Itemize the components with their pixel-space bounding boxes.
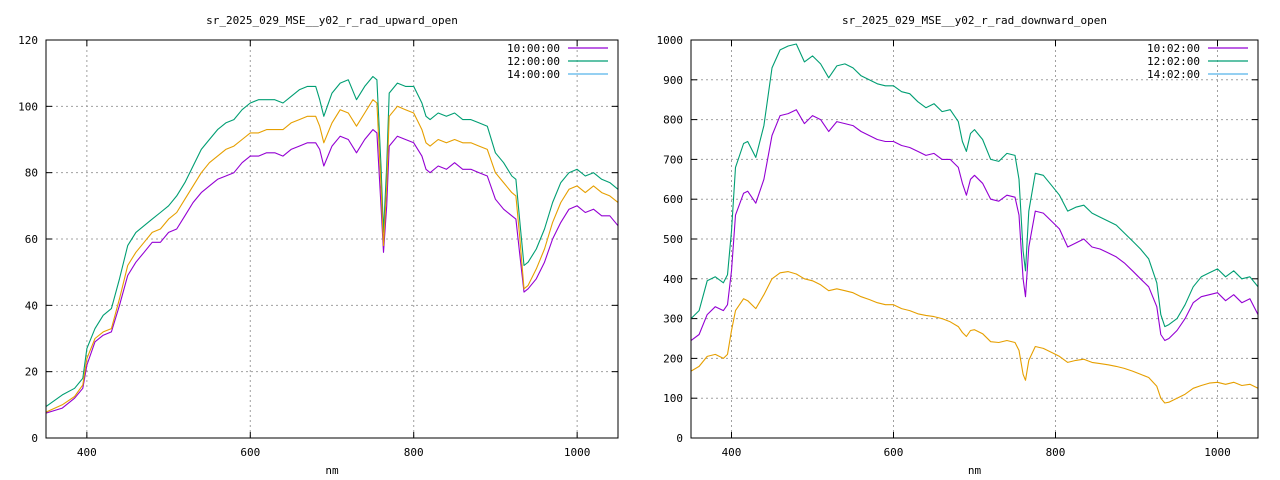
y-tick-label: 500 (663, 233, 683, 246)
y-tick-label: 100 (18, 100, 38, 113)
chart-title: sr_2025_029_MSE__y02_r_rad_upward_open (206, 14, 458, 27)
y-tick-label: 700 (663, 153, 683, 166)
y-tick-label: 60 (25, 233, 38, 246)
plot-frame (690, 39, 1259, 439)
x-tick-label: 400 (722, 446, 742, 459)
series-line-3 (46, 99, 618, 413)
y-tick-label: 600 (663, 193, 683, 206)
legend-label: 10:02:00 (1147, 42, 1200, 55)
x-tick-label: 1000 (564, 446, 591, 459)
y-tick-label: 1000 (657, 34, 684, 47)
plot-frame (45, 39, 619, 439)
series-line-1 (691, 109, 1258, 342)
y-tick-label: 900 (663, 74, 683, 87)
y-tick-label: 100 (663, 392, 683, 405)
downward-radiance-chart: 0 100 200 300 400 500 600 700 800 900 1000 400 600 80… (657, 14, 1259, 477)
x-tick-label: 600 (884, 446, 904, 459)
x-axis-label: nm (968, 464, 982, 477)
y-tick-label: 20 (25, 366, 38, 379)
x-tick-label: 1000 (1204, 446, 1231, 459)
chart-title: sr_2025_029_MSE__y02_r_rad_downward_open (842, 14, 1107, 27)
series-line-2 (691, 43, 1258, 328)
y-tick-label: 800 (663, 114, 683, 127)
x-tick-label: 800 (404, 446, 424, 459)
y-tick-label: 200 (663, 352, 683, 365)
upward-radiance-chart: 0 20 40 60 80 100 120 400 600 800 1000 sr_2025_029_… (18, 14, 619, 477)
series-line-3 (691, 271, 1258, 404)
y-tick-label: 0 (676, 432, 683, 445)
x-tick-label: 800 (1046, 446, 1066, 459)
series-line-1 (46, 129, 618, 414)
legend-label: 10:00:00 (507, 42, 560, 55)
x-tick-label: 600 (240, 446, 260, 459)
y-tick-label: 120 (18, 34, 38, 47)
series-line-2 (46, 75, 618, 407)
legend-label: 14:00:00 (507, 68, 560, 81)
x-tick-label: 400 (77, 446, 97, 459)
legend-label: 12:00:00 (507, 55, 560, 68)
x-axis-label: nm (325, 464, 339, 477)
legend-label: 12:02:00 (1147, 55, 1200, 68)
y-tick-label: 80 (25, 167, 38, 180)
legend-label: 14:02:00 (1147, 68, 1200, 81)
y-tick-label: 40 (25, 299, 38, 312)
y-tick-label: 300 (663, 313, 683, 326)
y-tick-label: 400 (663, 273, 683, 286)
y-tick-label: 0 (31, 432, 38, 445)
